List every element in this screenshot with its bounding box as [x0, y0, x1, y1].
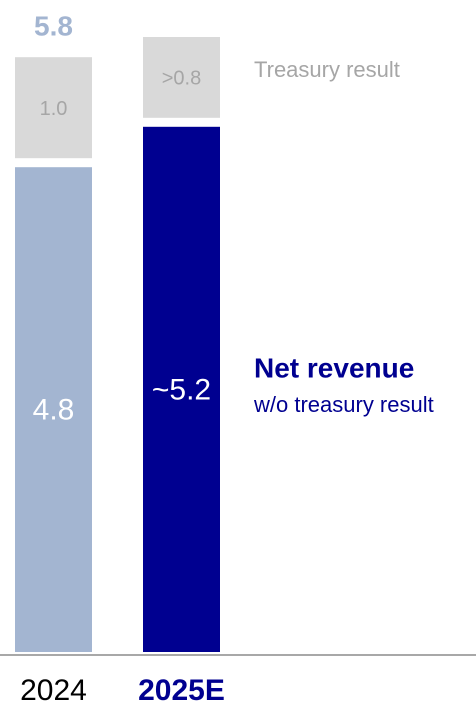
- category-label: 2024: [20, 674, 87, 707]
- legend-subtitle: w/o treasury result: [253, 392, 434, 417]
- legend-net-revenue: Net revenue: [254, 352, 414, 383]
- legend-treasury: Treasury result: [254, 57, 400, 82]
- bar-segment: [143, 37, 220, 118]
- category-label: 2025E: [138, 674, 225, 707]
- bar-segment: [15, 57, 92, 159]
- value-label: 4.8: [33, 394, 75, 427]
- bar-segment: [143, 126, 220, 653]
- value-label: 1.0: [40, 98, 68, 120]
- value-label: ~5.2: [152, 373, 211, 406]
- total-label: 5.8: [34, 10, 73, 41]
- bar-segment: [15, 167, 92, 652]
- value-label: >0.8: [162, 68, 201, 90]
